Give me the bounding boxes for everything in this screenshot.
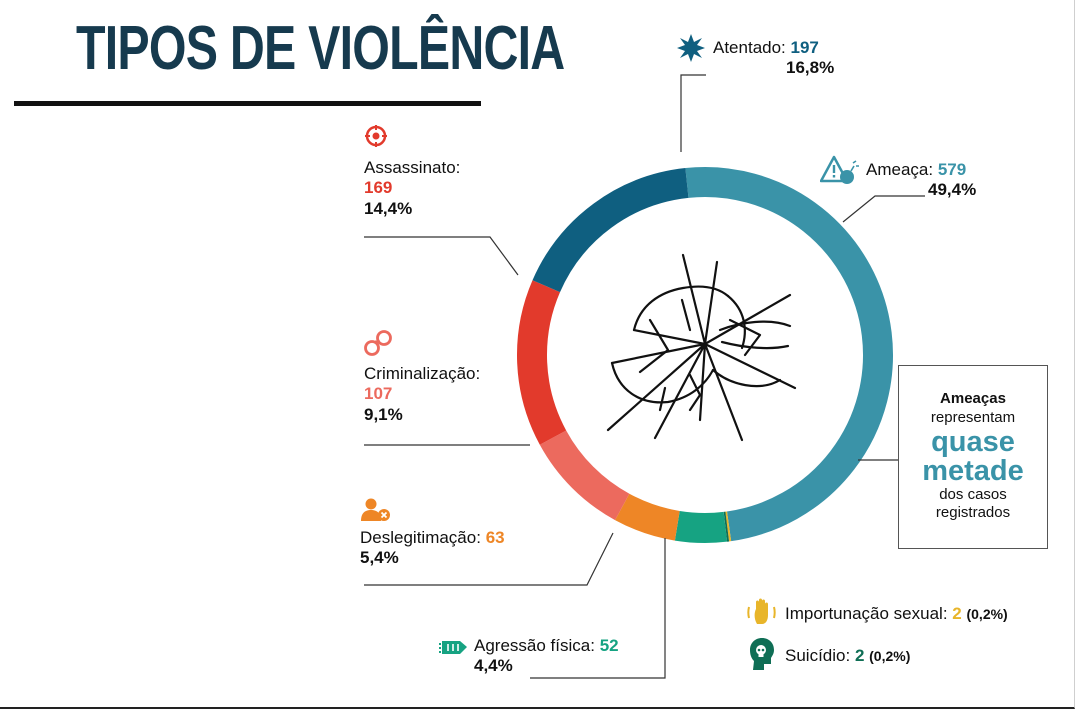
callout-line5: dos casos (939, 485, 1007, 503)
criminalizacao-value: 107 (364, 384, 393, 404)
label-agressao: Agressão física: 52 4,4% (474, 636, 619, 677)
person-remove-icon (361, 498, 390, 521)
label-atentado: Atentado: 197 16,8% (713, 38, 834, 79)
criminalizacao-name: Criminalização: (364, 364, 481, 383)
donut-ring (517, 167, 893, 543)
label-ameaca: Ameaça: 579 49,4% (866, 160, 976, 201)
leader-line-assassinato (364, 236, 519, 276)
explosion-icon (677, 34, 705, 62)
leader-line-atentado (680, 74, 706, 152)
fist-icon (439, 641, 467, 654)
callout-box: Ameaças representam quase metade dos cas… (898, 365, 1048, 549)
criminalizacao-percent: 9,1% (364, 404, 403, 424)
leader-lines (364, 74, 925, 679)
deslegitimacao-name: Deslegitimação: (360, 528, 481, 547)
slice-assassinato (517, 280, 567, 445)
ameaca-value: 579 (937, 160, 967, 179)
agressao-name: Agressão física: (474, 636, 595, 655)
atentado-value: 197 (790, 38, 819, 57)
agressao-percent: 4,4% (474, 656, 513, 676)
assassinato-name: Assassinato: (364, 158, 461, 177)
slice-ameaca (685, 167, 893, 542)
importunacao-value: 2 (952, 604, 962, 623)
ameaca-name: Ameaça: (866, 160, 934, 179)
ameaca-percent: 49,4% (928, 180, 977, 200)
callout-line1: Ameaças (940, 390, 1006, 407)
assassinato-value: 169 (364, 178, 393, 198)
deslegitimacao-percent: 5,4% (360, 548, 399, 568)
callout-line6: registrados (935, 504, 1011, 522)
slice-atentado (532, 168, 689, 293)
slice-deslegitimacao (615, 493, 681, 541)
slice-agressao-fisica (674, 510, 728, 543)
callout-line4: metade (922, 454, 1024, 487)
assassinato-percent: 14,4% (364, 198, 413, 218)
importunacao-name: Importunação sexual: (785, 604, 948, 623)
atentado-name: Atentado: (713, 38, 786, 57)
label-assassinato: Assassinato: 169 14,4% (364, 158, 460, 219)
broken-glass-icon (606, 253, 797, 442)
suicidio-percent: (0,2%) (869, 648, 911, 664)
callout-line3: quase (931, 425, 1015, 458)
slice-criminalizacao (539, 430, 630, 521)
atentado-percent: 16,8% (786, 58, 835, 78)
importunacao-percent: (0,2%) (966, 606, 1008, 622)
head-skull-icon (750, 638, 774, 670)
agressao-value: 52 (599, 636, 619, 655)
leader-line-deslegitimacao (364, 532, 614, 586)
deslegitimacao-value: 63 (485, 528, 505, 547)
suicidio-name: Suicídio: (785, 646, 851, 665)
raised-hand-icon (747, 598, 776, 624)
leader-line-ameaca (842, 195, 925, 223)
title-underline (14, 101, 481, 106)
label-suicidio: Suicídio: 2 (0,2%) (785, 646, 910, 666)
leader-line-agressao (530, 538, 666, 679)
callout-line2: representam (930, 408, 1016, 426)
label-importunacao: Importunação sexual: 2 (0,2%) (785, 604, 1008, 624)
label-deslegitimacao: Deslegitimação: 63 5,4% (360, 528, 505, 569)
suicidio-value: 2 (854, 646, 865, 665)
warning-bomb-icon (820, 155, 859, 184)
target-person-icon (365, 125, 387, 147)
page-title: TIPOS DE VIOLÊNCIA (76, 14, 565, 83)
handcuffs-icon (364, 330, 392, 356)
label-criminalizacao: Criminalização: 107 9,1% (364, 364, 480, 425)
